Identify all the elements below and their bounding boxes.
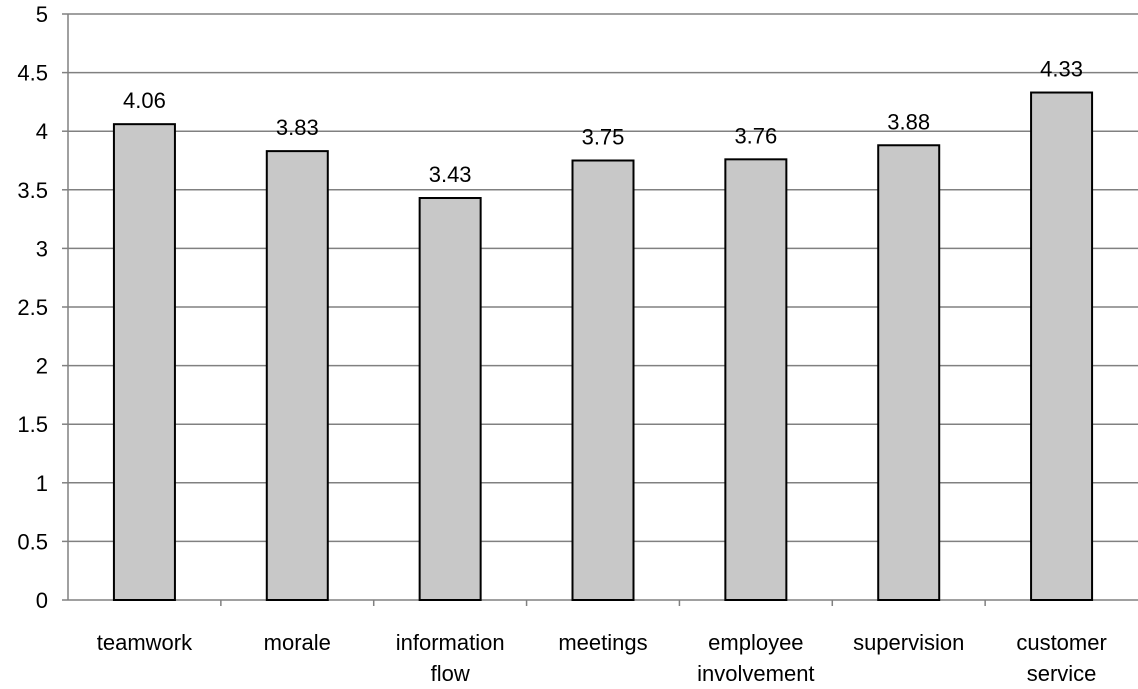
y-tick-label: 2 <box>36 354 48 379</box>
labels: 0 0.5 1 1.5 2 2.5 3 3.5 4 4.5 5 4.06 teamwork 3.83 mor… <box>17 2 1106 686</box>
x-category-label-3: meetings <box>558 630 647 655</box>
bar-4 <box>724 158 788 601</box>
x-category-label-0: teamwork <box>97 630 193 655</box>
y-tick-label: 3 <box>36 236 48 261</box>
data-label-5: 3.88 <box>887 109 930 134</box>
bar-0 <box>112 123 176 601</box>
y-tick-label: 5 <box>36 2 48 27</box>
bar-3 <box>571 159 635 601</box>
data-label-6: 4.33 <box>1040 57 1083 82</box>
bar-5 <box>877 144 941 601</box>
bar-6 <box>1030 91 1094 602</box>
data-label-3: 3.75 <box>582 125 625 150</box>
y-tick-label: 1 <box>36 471 48 496</box>
y-tick-label: 3.5 <box>17 178 48 203</box>
x-category-label-1: morale <box>264 630 331 655</box>
bars <box>112 91 1094 602</box>
y-tick-label: 4 <box>36 119 48 144</box>
y-tick-label: 0.5 <box>17 529 48 554</box>
y-tick-label: 1.5 <box>17 412 48 437</box>
data-label-1: 3.83 <box>276 115 319 140</box>
x-category-label-6: customer service <box>1016 630 1106 686</box>
data-label-2: 3.43 <box>429 162 472 187</box>
x-category-label-2: information flow <box>396 630 505 686</box>
bar-1 <box>265 150 329 601</box>
x-category-label-5: supervision <box>853 630 964 655</box>
data-label-0: 4.06 <box>123 88 166 113</box>
y-tick-label: 2.5 <box>17 295 48 320</box>
x-category-label-4: employee involvement <box>697 630 814 686</box>
y-tick-label: 0 <box>36 588 48 613</box>
y-tick-label: 4.5 <box>17 61 48 86</box>
bar-2 <box>418 197 482 601</box>
data-label-4: 3.76 <box>734 123 777 148</box>
